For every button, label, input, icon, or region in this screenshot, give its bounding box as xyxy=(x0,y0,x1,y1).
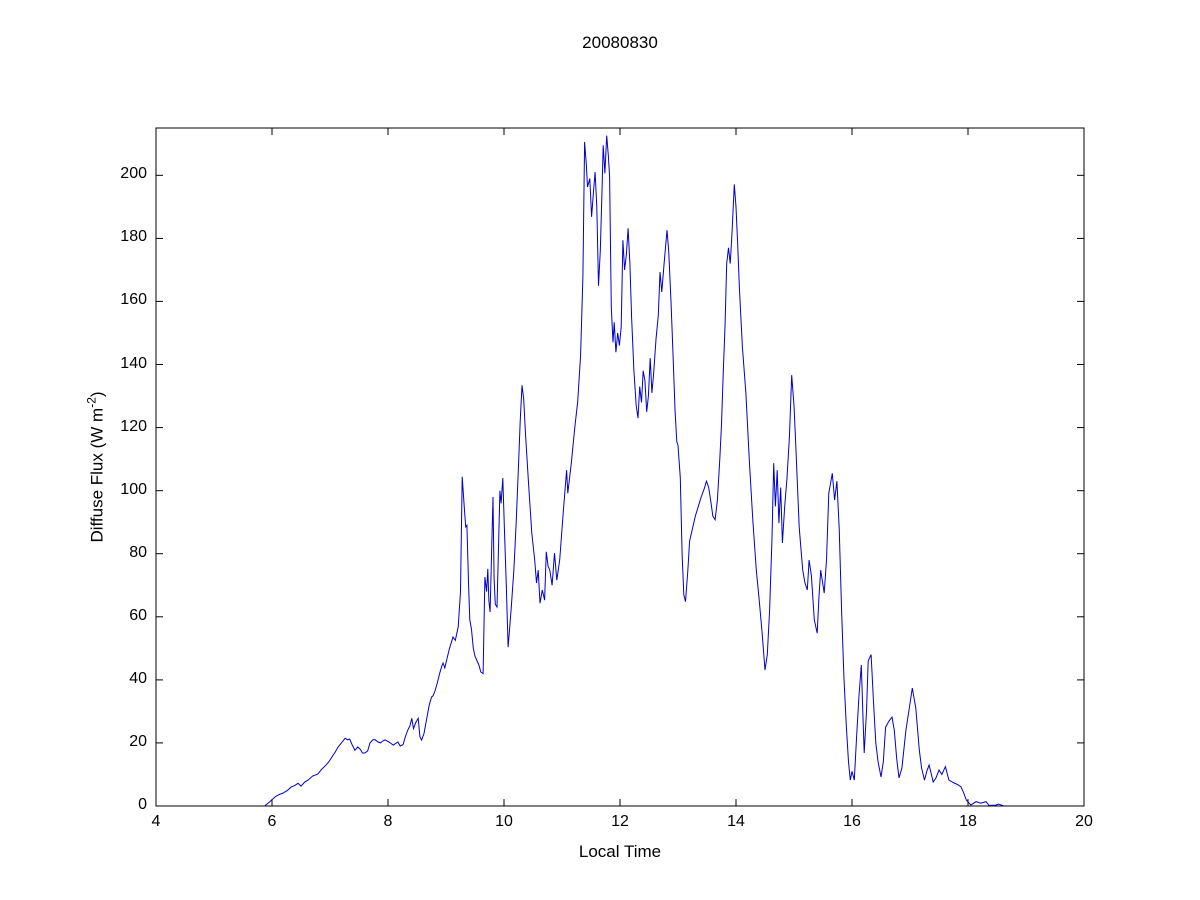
x-axis-label: Local Time xyxy=(578,842,662,861)
x-tick-label: 8 xyxy=(383,813,393,830)
y-axis-label: Diffuse Flux (W m-2) xyxy=(85,391,108,542)
y-tick-label: 60 xyxy=(129,606,147,624)
y-axis-label-text: Diffuse Flux (W m xyxy=(87,407,107,543)
chart-title: 20080830 xyxy=(582,33,658,52)
y-tick-label: 0 xyxy=(138,796,147,813)
y-tick-label: 20 xyxy=(129,732,147,750)
flux-line-series xyxy=(264,135,1005,807)
x-tick-label: 4 xyxy=(151,813,161,830)
x-tick-label: 20 xyxy=(1075,813,1093,830)
y-tick-label: 120 xyxy=(120,417,147,435)
y-axis-label-superscript: -2 xyxy=(84,397,99,408)
x-tick-label: 18 xyxy=(959,813,977,830)
x-tick-label: 14 xyxy=(727,813,745,830)
axis-box xyxy=(155,127,1085,807)
y-tick-label: 200 xyxy=(120,165,147,183)
y-axis-label-close: ) xyxy=(87,391,107,398)
x-tick-label: 10 xyxy=(495,813,513,830)
x-tick-label: 6 xyxy=(267,813,277,830)
y-tick-label: 40 xyxy=(129,669,147,687)
x-tick-label: 12 xyxy=(611,813,629,830)
y-tick-label: 160 xyxy=(120,291,147,309)
x-tick-label: 16 xyxy=(843,813,861,830)
y-tick-label: 80 xyxy=(129,543,147,561)
y-tick-label: 100 xyxy=(120,480,147,498)
y-tick-label: 180 xyxy=(120,228,147,246)
y-tick-label: 140 xyxy=(120,354,147,372)
